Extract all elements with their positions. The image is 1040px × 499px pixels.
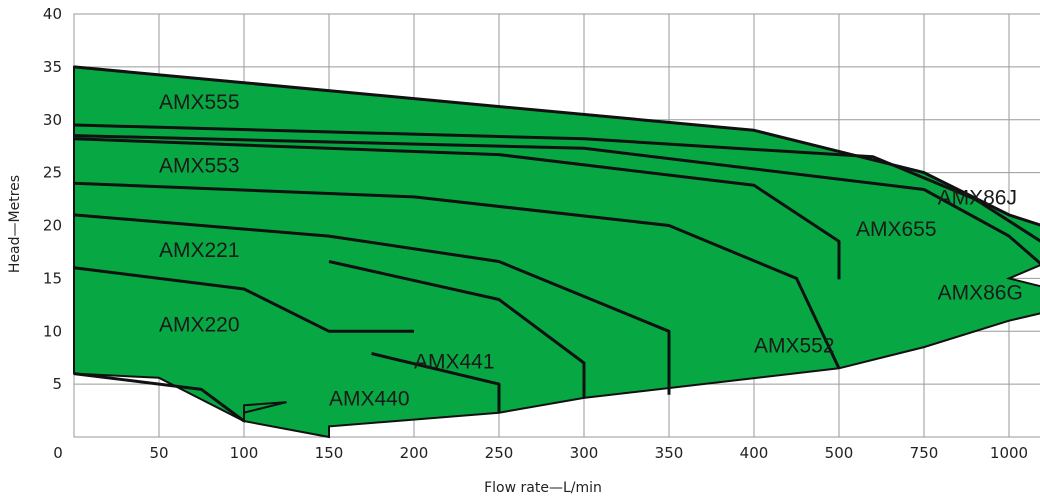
curve-amx655 [73,137,841,280]
pump-curves [73,65,1040,423]
x-axis-ticks: 5010015020025030035040050075010001250150… [149,444,1028,462]
y-tick-label: 40 [43,5,62,23]
y-tick-label: 15 [43,269,62,287]
region-label-amx655: AMX655 [856,218,937,241]
region-label-amx86g: AMX86G [938,282,1023,305]
region-label-amx220: AMX220 [159,313,240,336]
x-tick-label: 50 [149,444,168,462]
x-tick-label: 250 [485,444,514,462]
y-axis-ticks: 5 10 15 20 25 30 35 40 [43,5,62,393]
curve-amx220 [73,372,245,423]
x-tick-label: 150 [315,444,344,462]
x-tick-label: 750 [910,444,939,462]
region-label-amx441: AMX441 [414,350,495,373]
y-tick-label: 5 [52,375,62,393]
x-tick-label: 400 [740,444,769,462]
y-tick-label: 25 [43,164,62,182]
x-tick-label: 100 [230,444,259,462]
x-tick-label: 200 [400,444,429,462]
curve-amx441 [328,260,586,398]
y-tick-label: 20 [43,217,62,235]
x-tick-label: 350 [655,444,684,462]
y-tick-label: 30 [43,111,62,129]
region-label-amx552: AMX552 [754,334,835,357]
curve-amx221 [73,266,414,333]
origin-tick-label: 0 [53,444,63,462]
region-label-amx86j: AMX86J [938,186,1017,209]
y-tick-label: 35 [43,58,62,76]
curve-amx552 [73,213,671,395]
y-axis-title: Head—Metres [7,175,23,273]
x-tick-label: 1000 [990,444,1028,462]
x-tick-label: 300 [570,444,599,462]
curve-amx553 [73,181,841,369]
x-axis-title: Flow rate—L/min [484,480,602,496]
curve-amx86g [73,134,1040,266]
region-label-amx553: AMX553 [159,155,240,178]
region-label-amx440: AMX440 [329,387,410,410]
curve-amx86j [73,123,1040,243]
y-tick-label: 10 [43,322,62,340]
curve-amx440 [371,352,501,413]
region-label-amx221: AMX221 [159,239,240,262]
region-label-amx555: AMX555 [159,91,240,114]
curve-amx555 [73,65,1040,227]
x-tick-label: 500 [825,444,854,462]
